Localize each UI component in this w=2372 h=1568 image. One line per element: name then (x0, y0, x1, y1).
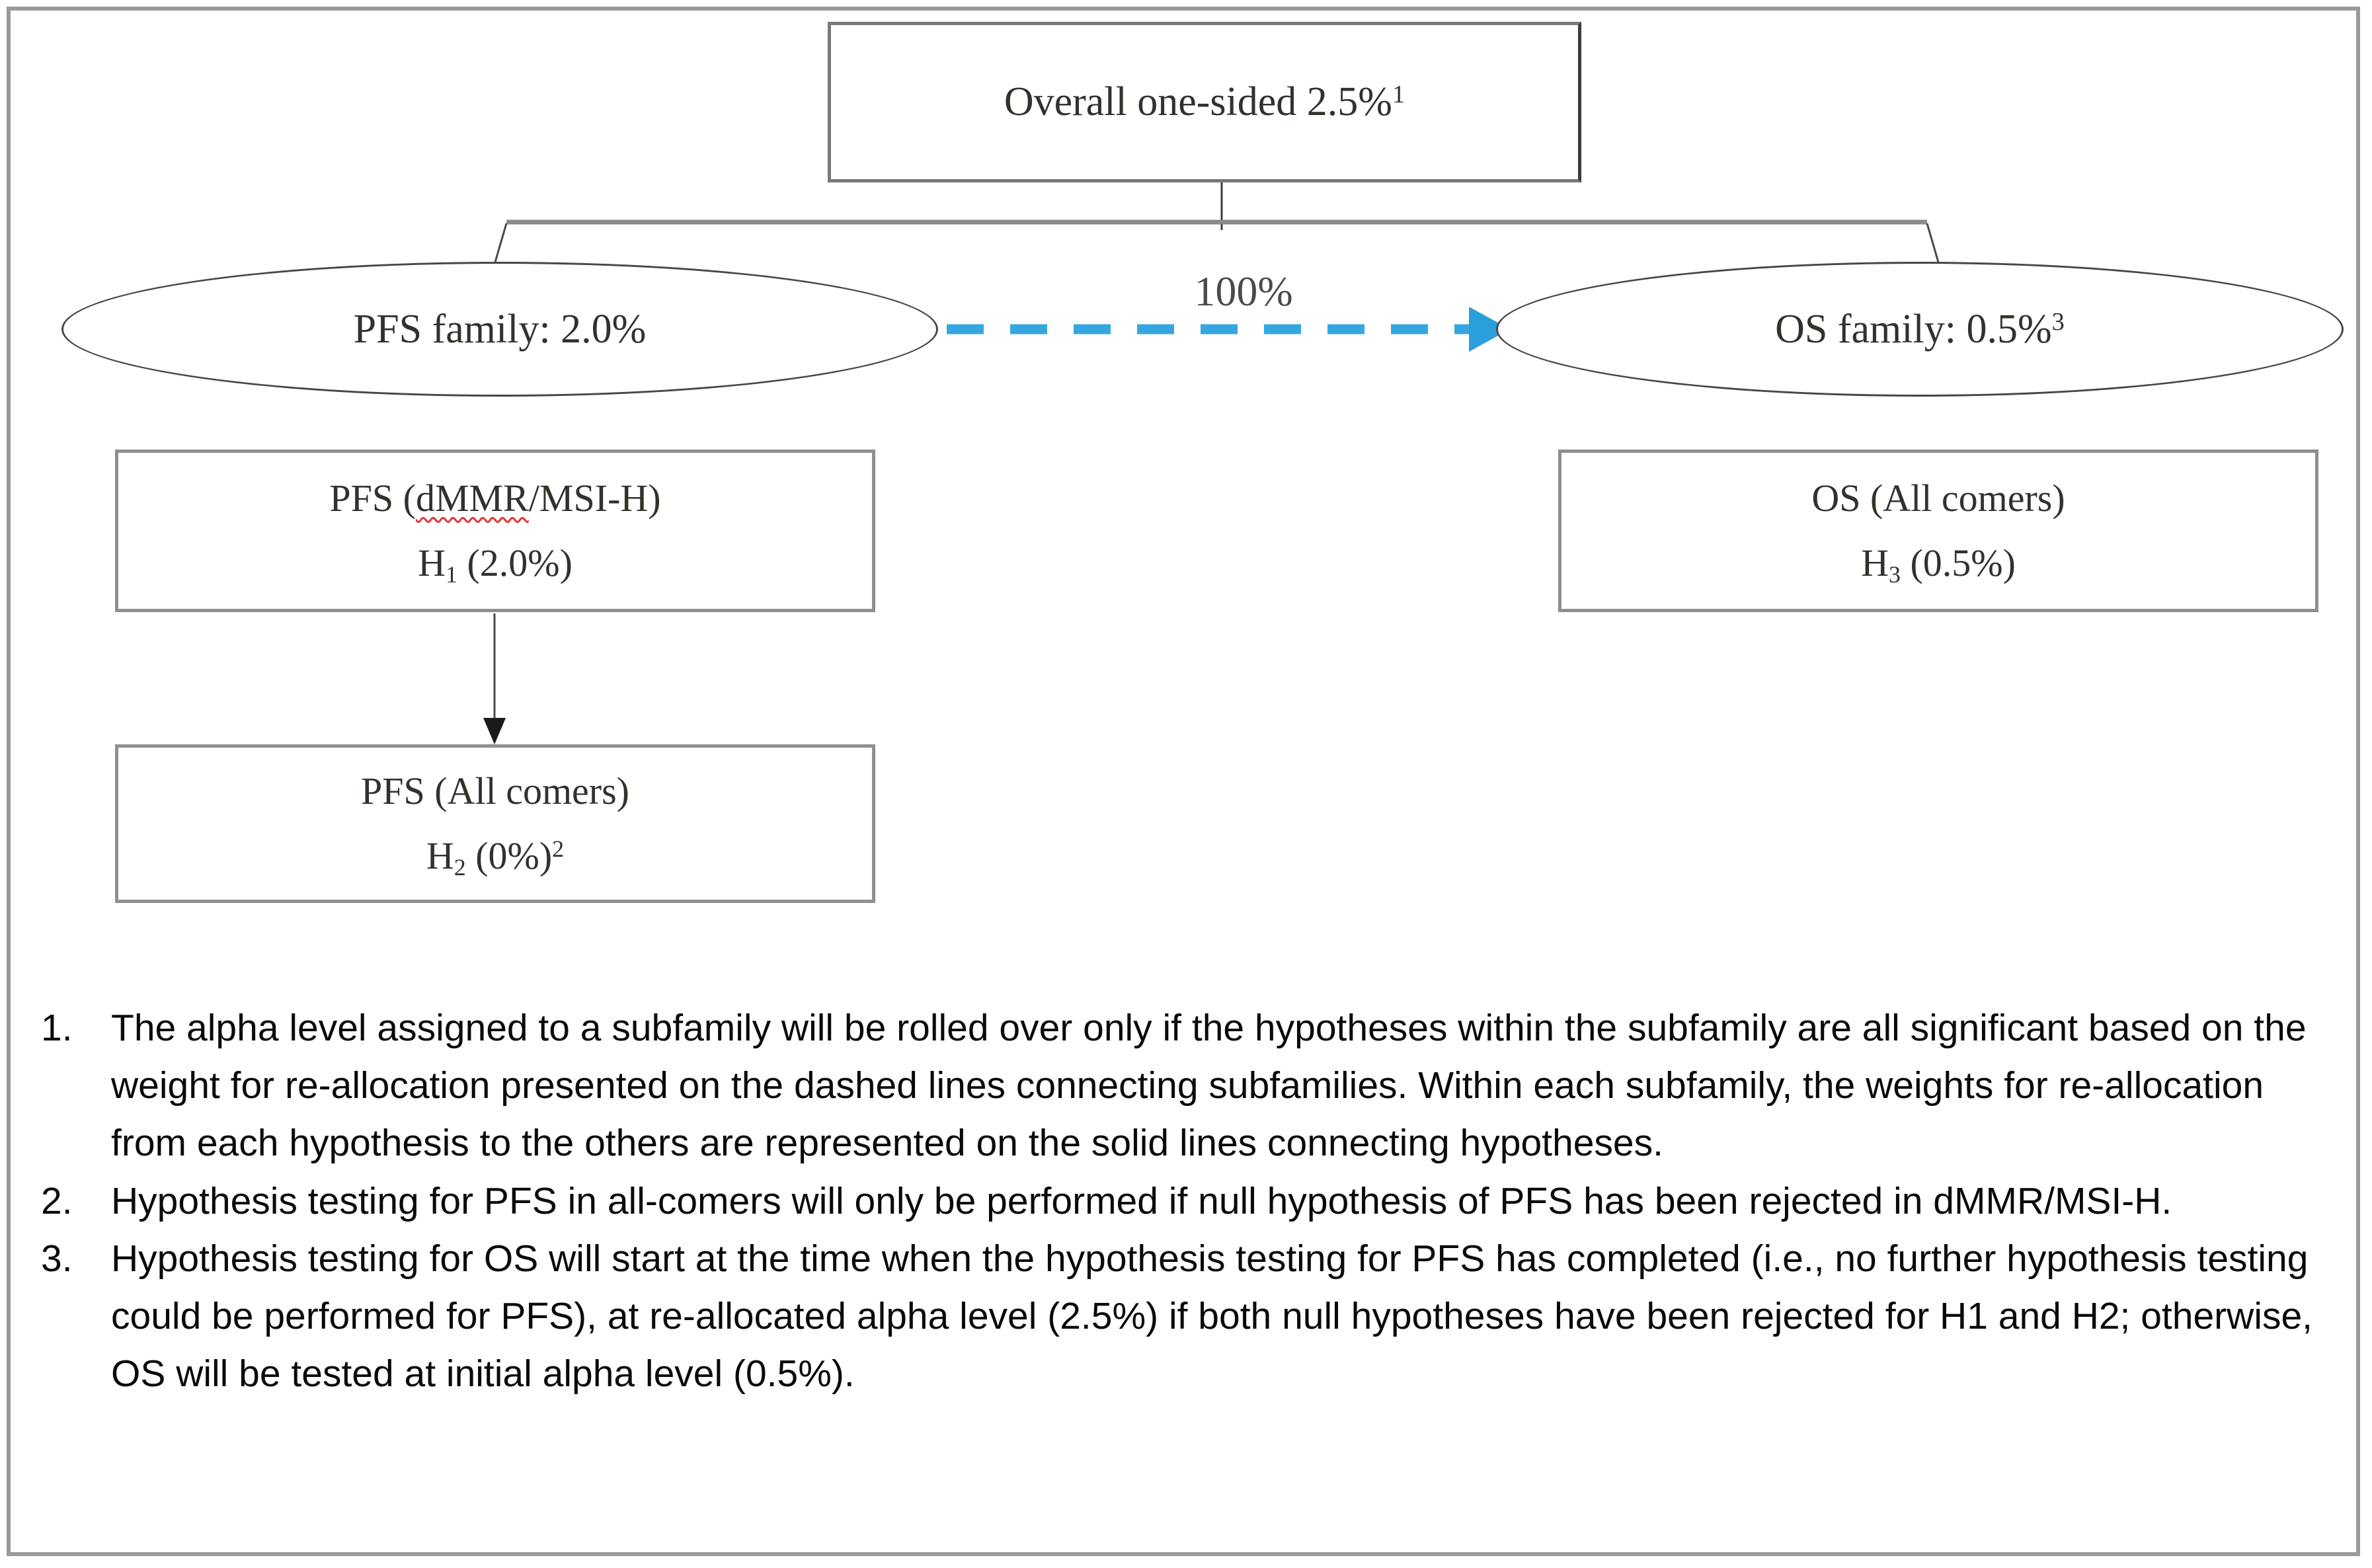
footnote-ref-3: 3 (2051, 307, 2065, 336)
footnote-ref-1: 1 (1392, 80, 1405, 108)
pfs-family-ellipse: PFS family: 2.0% (61, 262, 938, 397)
footnote-text: Hypothesis testing for PFS in all-comers… (111, 1179, 2172, 1222)
h1-alpha-label: H1 (2.0%) (418, 541, 573, 588)
os-family-label: OS family: 0.5%3 (1775, 306, 2065, 352)
h2-endpoint-label: PFS (All comers) (361, 769, 629, 812)
h1-hypothesis-box: PFS (dMMR/MSI-H) H1 (2.0%) (115, 450, 875, 612)
footnote-number: 2. (41, 1179, 73, 1222)
figure-border (7, 7, 2360, 1556)
footnote-number: 1. (41, 1007, 73, 1049)
footnote-1: 1. The alpha level assigned to a subfami… (41, 1000, 2323, 1173)
h1-endpoint-label: PFS (dMMR/MSI-H) (329, 477, 661, 520)
h3-hypothesis-box: OS (All comers) H3 (0.5%) (1558, 450, 2318, 612)
right-branch-drop-line (1926, 223, 1940, 265)
footnote-number: 3. (41, 1237, 73, 1280)
h3-alpha-label: H3 (0.5%) (1861, 541, 2016, 588)
footnote-2: 2. Hypothesis testing for PFS in all-com… (41, 1173, 2323, 1230)
reallocation-weight-label: 100% (1194, 268, 1293, 315)
footnotes-list: 1. The alpha level assigned to a subfami… (41, 1000, 2323, 1403)
pfs-family-label: PFS family: 2.0% (353, 306, 647, 352)
footnote-text: The alpha level assigned to a subfamily … (111, 1007, 2307, 1165)
footnote-ref-2: 2 (552, 836, 565, 863)
h2-alpha-label: H2 (0%)2 (426, 834, 565, 881)
os-family-ellipse: OS family: 0.5%3 (1496, 262, 2344, 397)
footnote-text: Hypothesis testing for OS will start at … (111, 1237, 2313, 1395)
h1-to-h2-arrowhead-icon (483, 718, 506, 744)
reallocation-arrowhead-icon (1469, 307, 1510, 352)
root-alpha-label: Overall one-sided 2.5%1 (1004, 79, 1405, 124)
footnote-3: 3. Hypothesis testing for OS will start … (41, 1230, 2323, 1403)
misspelled-word: dMMR (415, 477, 529, 520)
root-alpha-box: Overall one-sided 2.5%1 (828, 22, 1581, 182)
left-branch-drop-line (493, 223, 508, 265)
h2-hypothesis-box: PFS (All comers) H2 (0%)2 (115, 744, 875, 903)
h3-endpoint-label: OS (All comers) (1811, 477, 2065, 520)
